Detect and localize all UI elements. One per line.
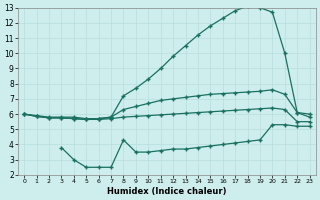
X-axis label: Humidex (Indice chaleur): Humidex (Indice chaleur): [107, 187, 227, 196]
